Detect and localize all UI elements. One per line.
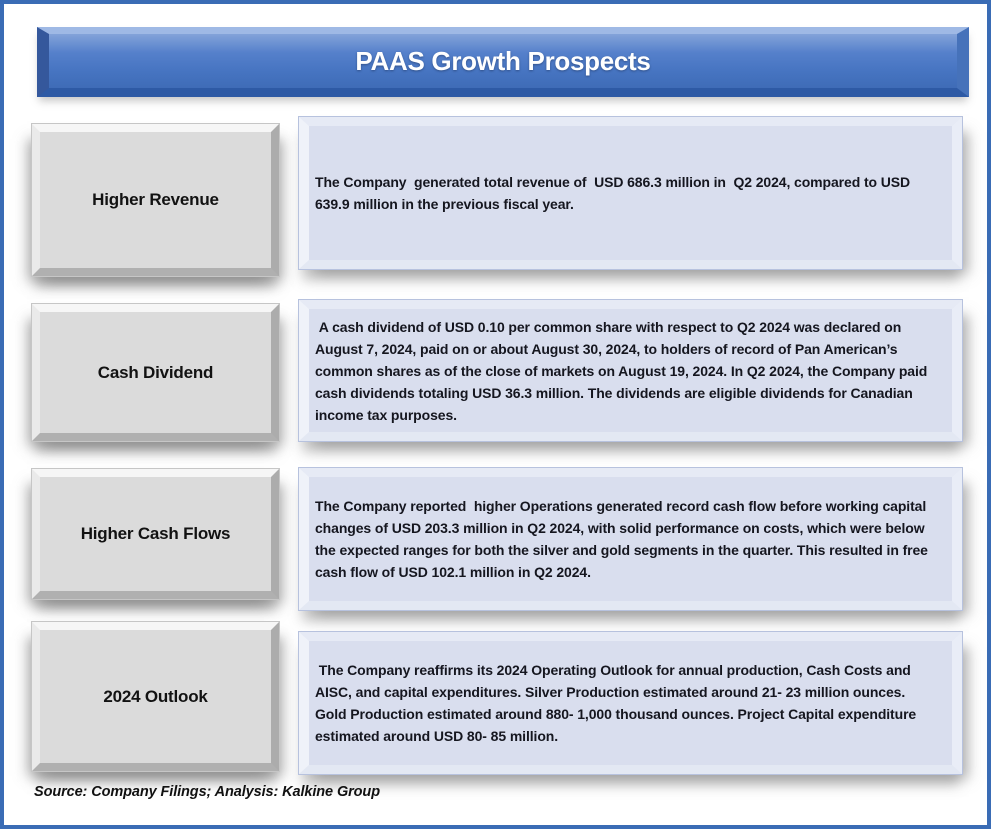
text-box-2024-outlook: The Company reaffirms its 2024 Operating… (298, 631, 963, 775)
description-higher-cash-flows: The Company reported higher Operations g… (315, 498, 932, 580)
title-banner: PAAS Growth Prospects (37, 27, 969, 97)
description-2024-outlook: The Company reaffirms its 2024 Operating… (315, 662, 920, 744)
description-higher-revenue: The Company generated total revenue of U… (315, 174, 914, 212)
label-higher-revenue: Higher Revenue (92, 190, 219, 209)
label-box-higher-cash-flows: Higher Cash Flows (31, 468, 280, 600)
label-cash-dividend: Cash Dividend (97, 362, 214, 382)
text-box-higher-cash-flows: The Company reported higher Operations g… (298, 467, 963, 611)
text-box-cash-dividend: A cash dividend of USD 0.10 per common s… (298, 299, 963, 442)
label-2024-outlook: 2024 Outlook (103, 686, 208, 706)
source-note: Source: Company Filings; Analysis: Kalki… (34, 784, 380, 800)
text-box-higher-revenue: The Company generated total revenue of U… (298, 116, 963, 270)
label-box-cash-dividend: Cash Dividend (31, 303, 280, 442)
page-title: PAAS Growth Prospects (355, 45, 651, 76)
description-cash-dividend: A cash dividend of USD 0.10 per common s… (315, 318, 932, 423)
label-box-2024-outlook: 2024 Outlook (31, 621, 280, 772)
label-box-higher-revenue: Higher Revenue (31, 123, 280, 277)
label-higher-cash-flows: Higher Cash Flows (80, 524, 231, 543)
